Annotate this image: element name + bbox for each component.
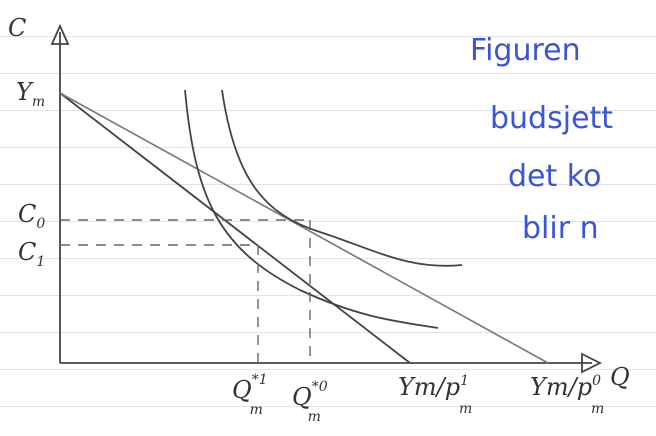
y-label: C1 — [18, 238, 45, 270]
label-sub: m — [459, 401, 472, 417]
x-label: Q*0 m — [292, 379, 328, 425]
indifference-curve-0 — [222, 90, 462, 266]
label-sup: 1 — [460, 373, 469, 389]
note-line: blir n — [522, 211, 599, 246]
label-sub: 1 — [36, 254, 45, 270]
label-sup: *1 — [252, 372, 268, 388]
y-axis-label: C — [8, 14, 26, 42]
x-label: Ym/p0 m — [530, 373, 604, 417]
y-label: C0 — [18, 200, 45, 232]
x-axis-label: Q — [610, 363, 630, 391]
note-line: Figuren — [470, 33, 581, 68]
label-sup: *0 — [312, 379, 328, 395]
label-sub: 0 — [36, 216, 45, 232]
note-line: budsjett — [490, 101, 613, 136]
label-main: C — [18, 200, 36, 228]
label-sub: m — [591, 401, 604, 417]
label-main: Ym/p — [530, 373, 592, 401]
label-main: Q — [232, 376, 252, 404]
diagram: C Q Ym C0 C1 Q*1m Q*0m Ym/p1m Ym/p0m Fig… — [0, 0, 656, 436]
label-sup: 0 — [592, 373, 601, 389]
note-line: det ko — [508, 159, 601, 194]
indifference-curve-1 — [185, 90, 438, 328]
x-label: Ym/p1 m — [398, 373, 472, 417]
budget-line-0 — [60, 93, 548, 363]
label-main: Ym/p — [398, 373, 460, 401]
label-main: Q — [292, 383, 312, 411]
x-label: Q*1 m — [232, 372, 268, 418]
budget-line-1 — [60, 93, 410, 363]
label-main: C — [18, 238, 36, 266]
label-sub: m — [250, 402, 263, 418]
page: C Q Ym C0 C1 Q*1m Q*0m Ym/p1m Ym/p0m Fig… — [0, 0, 656, 436]
label-sub: m — [32, 94, 45, 110]
y-label: Ym — [16, 78, 45, 110]
label-sub: m — [308, 409, 321, 425]
